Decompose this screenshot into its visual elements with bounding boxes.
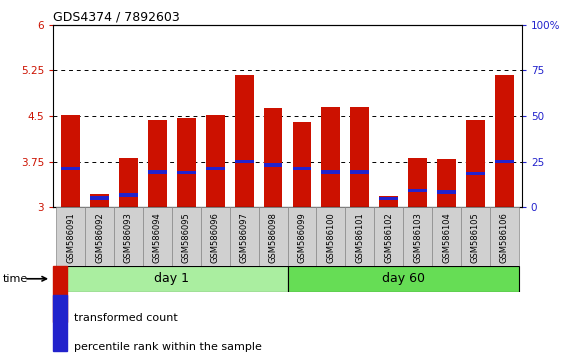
Bar [90, 194, 109, 207]
Text: GSM586099: GSM586099 [297, 212, 306, 263]
Bar [351, 107, 369, 207]
Bar [321, 107, 341, 207]
Bar [53, 266, 67, 322]
Bar [61, 115, 80, 207]
Text: GSM586097: GSM586097 [240, 212, 249, 263]
Bar [61, 167, 80, 171]
Bar [234, 75, 254, 207]
Bar [466, 172, 485, 175]
Bar [403, 207, 432, 266]
Text: GDS4374 / 7892603: GDS4374 / 7892603 [53, 11, 180, 24]
Text: GSM586100: GSM586100 [327, 212, 335, 263]
Text: transformed count: transformed count [75, 313, 178, 323]
Bar [114, 207, 143, 266]
Bar [234, 160, 254, 163]
Bar [408, 189, 427, 192]
Bar [172, 207, 201, 266]
Bar [316, 207, 346, 266]
Text: GSM586091: GSM586091 [66, 212, 75, 263]
Text: GSM586092: GSM586092 [95, 212, 104, 263]
Bar [374, 207, 403, 266]
Bar [321, 170, 341, 173]
Bar [437, 190, 456, 194]
Text: GSM586095: GSM586095 [182, 212, 191, 263]
Bar [53, 295, 67, 351]
Bar [432, 207, 461, 266]
Bar [119, 159, 138, 207]
Bar [351, 170, 369, 173]
Text: GSM586103: GSM586103 [413, 212, 422, 263]
Bar [490, 207, 519, 266]
Bar [379, 196, 398, 207]
Bar [148, 170, 167, 173]
Text: GSM586094: GSM586094 [153, 212, 162, 263]
Bar [288, 266, 519, 292]
Text: GSM586101: GSM586101 [355, 212, 364, 263]
Text: GSM586106: GSM586106 [500, 212, 509, 263]
Bar [466, 120, 485, 207]
Bar [229, 207, 259, 266]
Text: percentile rank within the sample: percentile rank within the sample [75, 342, 262, 352]
Bar [90, 196, 109, 200]
Bar [119, 193, 138, 196]
Bar [206, 115, 224, 207]
Bar [143, 207, 172, 266]
Bar [201, 207, 229, 266]
Bar [259, 207, 287, 266]
Bar [264, 108, 282, 207]
Text: GSM586105: GSM586105 [471, 212, 480, 263]
Bar [206, 167, 224, 171]
Text: GSM586093: GSM586093 [124, 212, 133, 263]
Bar [148, 120, 167, 207]
Bar [293, 167, 311, 171]
Bar [56, 266, 287, 292]
Bar [177, 118, 196, 207]
Text: GSM586096: GSM586096 [211, 212, 220, 263]
Text: GSM586104: GSM586104 [442, 212, 451, 263]
Bar [408, 159, 427, 207]
Bar [495, 160, 514, 163]
Bar [85, 207, 114, 266]
Bar [461, 207, 490, 266]
Bar [437, 159, 456, 207]
Bar [264, 164, 282, 167]
Text: time: time [3, 274, 28, 284]
Bar [293, 122, 311, 207]
Text: GSM586102: GSM586102 [384, 212, 393, 263]
Bar [56, 207, 85, 266]
Bar [379, 197, 398, 200]
Bar [288, 207, 316, 266]
Text: day 1: day 1 [154, 272, 190, 285]
Text: day 60: day 60 [381, 272, 425, 285]
Text: GSM586098: GSM586098 [269, 212, 278, 263]
Bar [177, 171, 196, 174]
Bar [346, 207, 374, 266]
Bar [495, 75, 514, 207]
